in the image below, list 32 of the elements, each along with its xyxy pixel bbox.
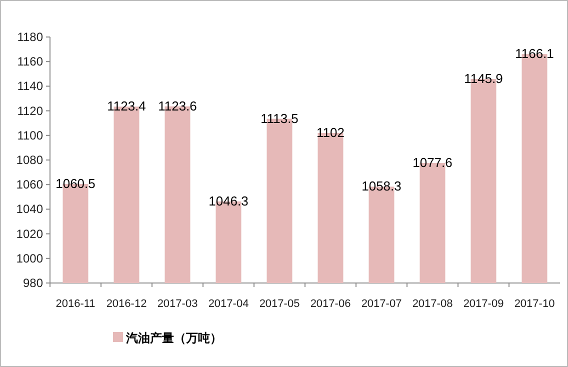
data-label: 1123.6: [158, 98, 197, 114]
y-tick-label: 1140: [17, 79, 44, 94]
y-tick-label: 1100: [17, 128, 44, 142]
data-label: 1077.6: [412, 154, 452, 170]
x-tick-label: 2017-10: [514, 298, 555, 310]
y-tick-label: 1040: [16, 202, 44, 216]
data-label: 1113.5: [260, 110, 298, 126]
data-label: 1102: [316, 124, 344, 140]
data-label: 1060.5: [56, 176, 96, 191]
x-tick-label: 2016-12: [106, 298, 147, 310]
data-label: 1166.1: [515, 46, 554, 62]
x-tick-label: 2017-07: [361, 298, 402, 310]
y-tick-label: 1180: [17, 30, 44, 44]
y-tick-label: 1160: [17, 54, 44, 69]
data-label: 1123.4: [107, 98, 146, 114]
x-tick-label: 2017-05: [259, 298, 300, 310]
y-tick-label: 1020: [16, 226, 44, 241]
data-label: 1046.3: [208, 193, 248, 208]
y-tick-label: 1080: [16, 153, 44, 167]
x-tick-label: 2016-11: [56, 298, 96, 310]
data-label: 1058.3: [362, 178, 402, 194]
x-tick-label: 2017-03: [157, 298, 198, 310]
y-tick-label: 1060: [16, 178, 44, 192]
y-tick-label: 980: [22, 276, 44, 290]
y-tick-label: 1000: [16, 251, 44, 266]
legend-label: 汽油产量（万吨）: [125, 331, 222, 345]
x-tick-label: 2017-06: [310, 298, 351, 310]
x-tick-label: 2017-04: [208, 298, 249, 310]
x-tick-label: 2017-08: [412, 298, 453, 310]
x-tick-label: 2017-09: [463, 298, 504, 310]
y-tick-label: 1120: [17, 104, 44, 118]
data-label: 1145.9: [464, 70, 503, 86]
